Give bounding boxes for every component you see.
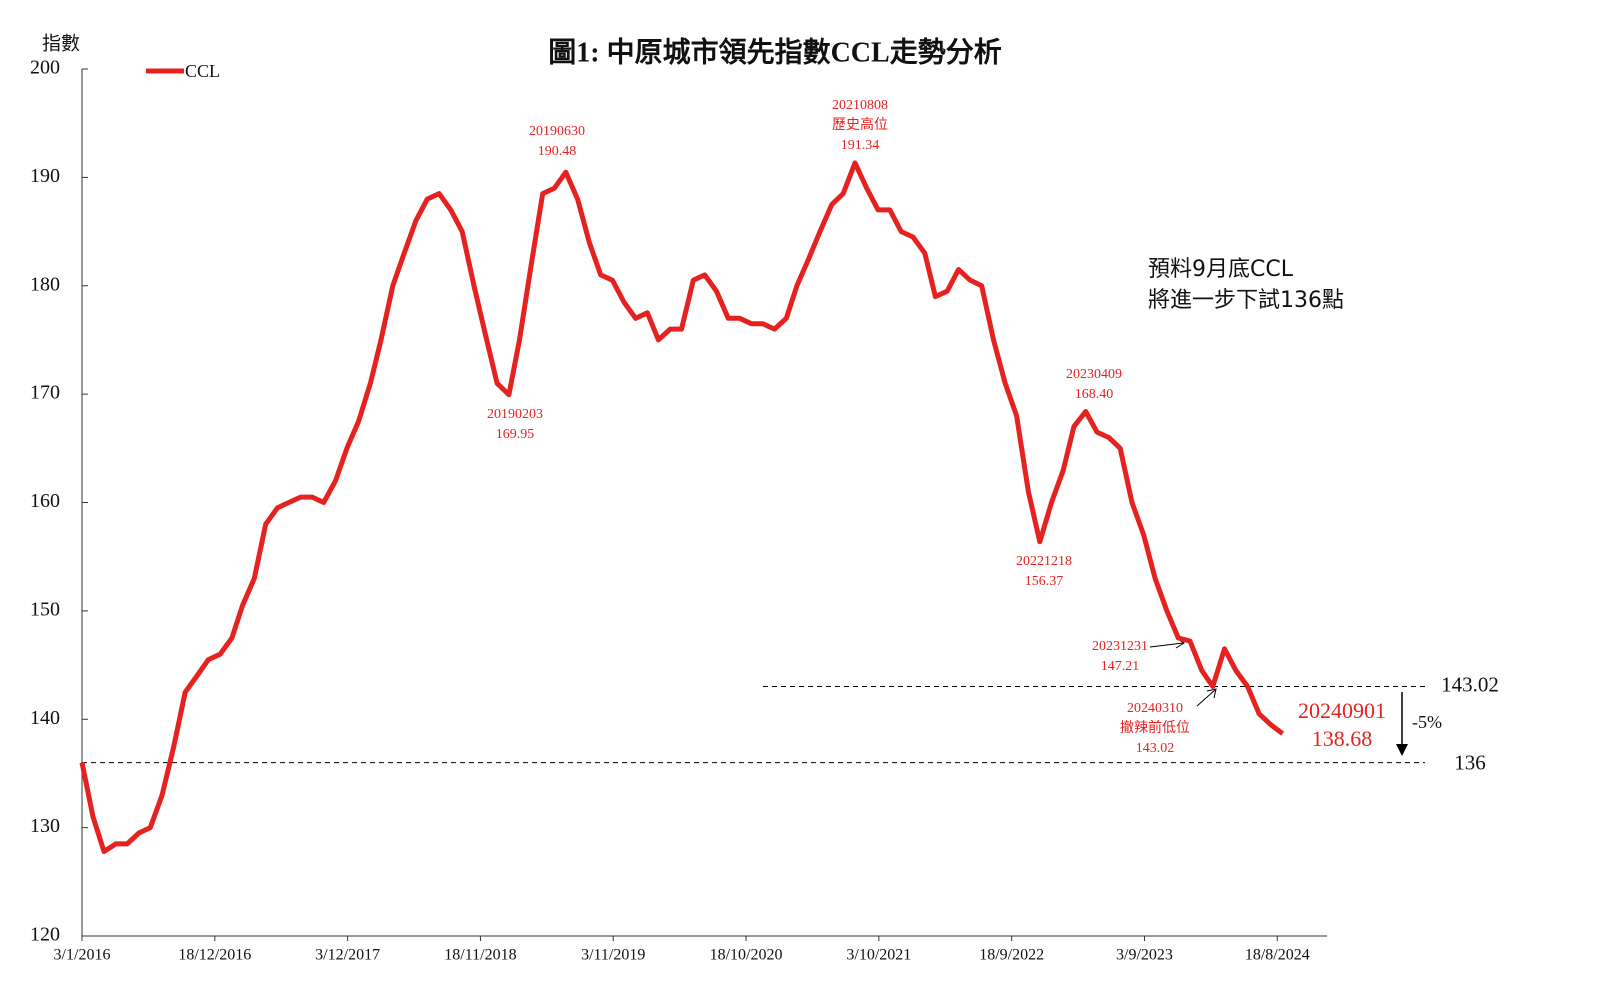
y-tick-label: 190 xyxy=(30,165,60,187)
annotation: 20240901 xyxy=(1298,698,1386,723)
legend-label: CCL xyxy=(185,61,220,81)
annotation: 20231231 xyxy=(1092,639,1148,654)
y-tick-label: 200 xyxy=(30,57,60,79)
annotation: 147.21 xyxy=(1101,659,1140,674)
annotation: 20230409 xyxy=(1066,367,1122,382)
annotation: 156.37 xyxy=(1025,574,1064,589)
annotation: 20221218 xyxy=(1016,554,1072,569)
x-tick-label: 3/9/2023 xyxy=(1116,947,1173,964)
y-tick-label: 150 xyxy=(30,598,60,620)
x-tick-label: 3/10/2021 xyxy=(846,947,911,964)
y-tick-label: 140 xyxy=(30,707,60,729)
annotation: 歷史高位 xyxy=(832,116,888,133)
annotation: 191.34 xyxy=(841,138,880,153)
reference-label: 136 xyxy=(1454,750,1486,774)
annotation: 143.02 xyxy=(1136,741,1175,756)
annotation: 169.95 xyxy=(496,427,535,442)
annotation: 20210808 xyxy=(832,98,888,113)
change-label: -5% xyxy=(1412,712,1442,732)
y-tick-label: 180 xyxy=(30,273,60,295)
x-tick-label: 3/1/2016 xyxy=(54,947,111,964)
annotation: 138.68 xyxy=(1312,726,1373,751)
chart-title: 圖1: 中原城市領先指數CCL走勢分析 xyxy=(548,35,1001,68)
annotation: 168.40 xyxy=(1075,387,1114,402)
x-tick-label: 3/12/2017 xyxy=(315,947,380,964)
x-tick-label: 18/12/2016 xyxy=(178,947,251,964)
x-tick-label: 3/11/2019 xyxy=(581,947,645,964)
ccl-line xyxy=(79,160,1285,854)
x-tick-label: 18/10/2020 xyxy=(710,947,783,964)
x-tick-label: 18/11/2018 xyxy=(444,947,516,964)
annotation: 撤辣前低位 xyxy=(1120,719,1190,736)
x-tick-label: 18/8/2024 xyxy=(1245,947,1310,964)
annotation: 190.48 xyxy=(538,144,577,159)
note: 將進一步下試136點 xyxy=(1148,288,1344,313)
arrow-head xyxy=(1396,744,1408,756)
y-tick-label: 170 xyxy=(30,382,60,404)
x-tick-label: 18/9/2022 xyxy=(979,947,1044,964)
y-tick-label: 120 xyxy=(30,924,60,946)
y-tick-label: 130 xyxy=(30,815,60,837)
arrow xyxy=(1196,688,1217,707)
note: 預料9月底CCL xyxy=(1148,257,1294,282)
y-tick-label: 160 xyxy=(30,490,60,512)
annotation: 20240310 xyxy=(1127,701,1183,716)
annotation: 20190630 xyxy=(529,124,585,139)
y-axis-label: 指數 xyxy=(42,33,80,55)
annotation: 20190203 xyxy=(487,407,543,422)
reference-label: 143.02 xyxy=(1441,672,1499,696)
